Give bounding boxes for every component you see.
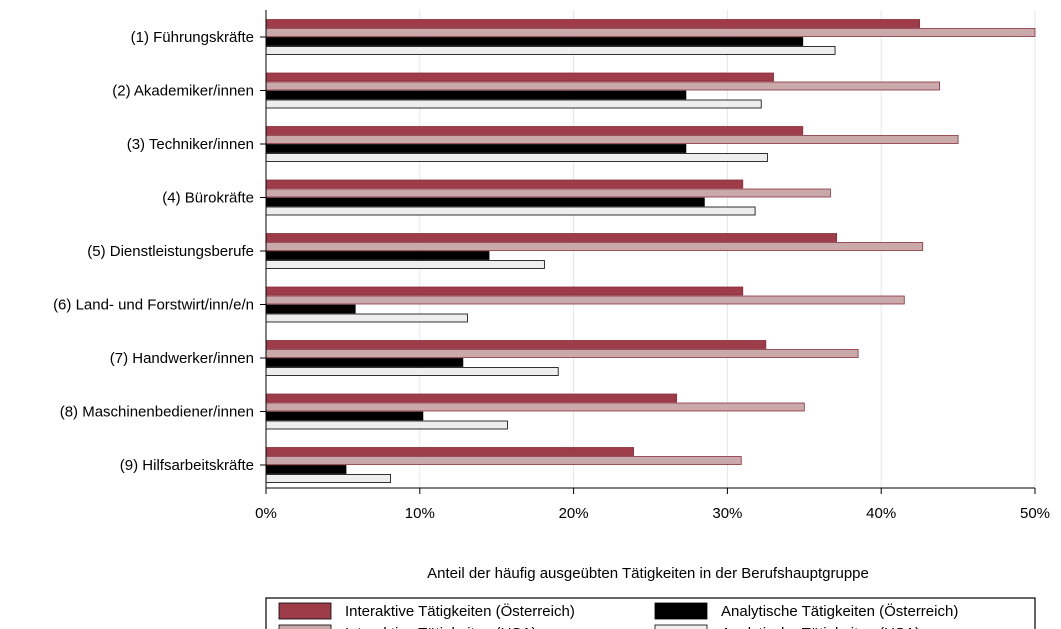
bar bbox=[265, 304, 356, 314]
bar bbox=[265, 447, 634, 456]
bar bbox=[265, 474, 391, 483]
legend-label: Analytische Tätigkeiten (USA) bbox=[721, 625, 920, 629]
category-label: (9) Hilfsarbeitskräfte bbox=[120, 457, 254, 474]
bar bbox=[265, 242, 924, 251]
bar bbox=[265, 456, 742, 465]
bar bbox=[265, 37, 804, 46]
bar bbox=[265, 99, 762, 109]
bar bbox=[265, 19, 921, 28]
bars bbox=[265, 19, 1036, 483]
legend-swatch bbox=[654, 624, 708, 629]
x-tick-label: 50% bbox=[1020, 505, 1050, 522]
x-tick-label: 30% bbox=[712, 505, 742, 522]
x-tick-label: 40% bbox=[866, 505, 896, 522]
bar bbox=[265, 126, 804, 135]
bar bbox=[265, 367, 559, 376]
category-label: (5) Dienstleistungsberufe bbox=[87, 243, 254, 260]
bar bbox=[265, 465, 347, 474]
category-label: (4) Bürokräfte bbox=[162, 190, 254, 207]
legend-label: Interaktive Tätigkeiten (Österreich) bbox=[345, 602, 575, 620]
bar bbox=[265, 81, 941, 91]
bar bbox=[265, 349, 859, 358]
bar bbox=[265, 197, 705, 207]
bar bbox=[265, 144, 687, 153]
x-axis-title: Anteil der häufig ausgeübten Tätigkeiten… bbox=[427, 565, 869, 582]
bar bbox=[265, 179, 744, 189]
category-label: (7) Handwerker/innen bbox=[110, 350, 254, 367]
bar bbox=[265, 420, 508, 430]
legend-label: Interaktive Tätigkeiten (USA) bbox=[345, 625, 536, 629]
category-label: (6) Land- und Forstwirt/inn/e/n bbox=[53, 297, 254, 314]
bar bbox=[265, 188, 831, 198]
category-label: (8) Maschinenbediener/innen bbox=[60, 404, 254, 421]
category-labels: (1) Führungskräfte (2) Akademiker/innen (3… bbox=[53, 29, 254, 474]
bar bbox=[265, 313, 468, 323]
bar bbox=[265, 295, 905, 305]
bar bbox=[265, 233, 837, 242]
bar bbox=[265, 28, 1036, 37]
category-label: (2) Akademiker/innen bbox=[112, 83, 254, 100]
bar bbox=[265, 46, 836, 55]
category-label: (1) Führungskräfte bbox=[131, 29, 254, 46]
category-label: (3) Techniker/innen bbox=[127, 136, 254, 153]
bar bbox=[265, 72, 774, 82]
bar bbox=[265, 402, 805, 412]
x-tick-label: 20% bbox=[559, 505, 589, 522]
bar bbox=[265, 358, 464, 367]
bar bbox=[265, 411, 424, 421]
legend-label: Analytische Tätigkeiten (Österreich) bbox=[721, 602, 958, 620]
x-tick-label: 10% bbox=[405, 505, 435, 522]
x-tick-label: 0% bbox=[255, 505, 277, 522]
legend: Interaktive Tätigkeiten (Österreich) Anal… bbox=[265, 597, 1036, 629]
bar bbox=[265, 260, 545, 269]
bar bbox=[265, 153, 768, 162]
legend-swatch bbox=[278, 602, 332, 620]
x-tick-labels: 0% 10% 20% 30% 40% 50% bbox=[255, 505, 1050, 522]
bar bbox=[265, 135, 959, 144]
bar bbox=[265, 286, 744, 296]
bar bbox=[265, 206, 756, 216]
bar bbox=[265, 393, 678, 403]
bar bbox=[265, 251, 490, 260]
legend-swatch bbox=[654, 602, 708, 620]
axes bbox=[260, 10, 1036, 494]
bar bbox=[265, 90, 687, 100]
bar bbox=[265, 340, 767, 349]
legend-swatch bbox=[278, 624, 332, 629]
legend-box bbox=[265, 597, 1036, 629]
